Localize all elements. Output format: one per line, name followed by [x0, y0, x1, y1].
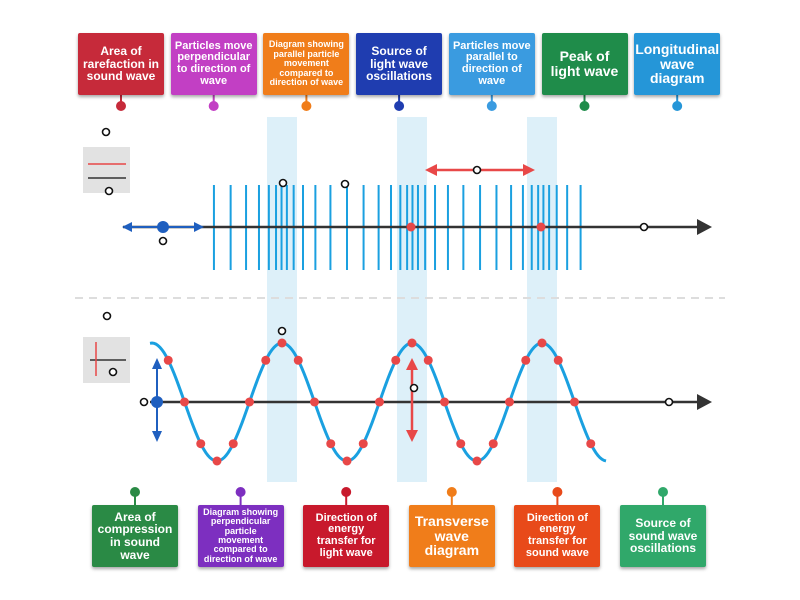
- pin-dot: [301, 101, 312, 111]
- wave-dot: [488, 439, 498, 449]
- wave-dot: [586, 439, 596, 449]
- wave-dot: [180, 397, 189, 407]
- pin-dot: [658, 487, 668, 497]
- label-tile[interactable]: Source of sound wave oscillations: [620, 505, 706, 567]
- wave-dot: [358, 439, 368, 449]
- pin-dot: [579, 101, 590, 111]
- wave-dots: [163, 222, 596, 466]
- wave-dot: [228, 439, 238, 449]
- particle-dot: [536, 222, 546, 232]
- pin-dot: [235, 487, 246, 497]
- wave-dot: [423, 355, 433, 365]
- wave-dot: [537, 338, 547, 348]
- wave-dot: [277, 338, 287, 348]
- label-tile[interactable]: Transverse wave diagram: [408, 505, 495, 567]
- label-tile[interactable]: Diagram showing perpendicular particle m…: [197, 505, 284, 567]
- label-tile[interactable]: Area of rarefaction in sound wave: [78, 33, 164, 95]
- label-tile[interactable]: Direction of energy transfer for sound w…: [514, 505, 601, 567]
- label-tile[interactable]: Source of light wave oscillations: [356, 33, 443, 95]
- legend-box: [83, 147, 130, 193]
- wave-dot: [440, 397, 449, 407]
- pin-dot: [552, 487, 563, 497]
- wave-dot: [553, 355, 563, 365]
- label-tile[interactable]: Direction of energy transfer for light w…: [303, 505, 390, 567]
- wave-dot: [342, 456, 352, 466]
- wave-dot: [245, 397, 254, 407]
- wave-dot: [293, 355, 303, 365]
- wave-dot: [456, 439, 466, 449]
- wave-dot: [375, 397, 384, 407]
- particle-dot: [406, 222, 416, 232]
- label-tile[interactable]: Particles move perpendicular to directio…: [170, 33, 257, 95]
- label-tile[interactable]: Longitudinal wave diagram: [634, 33, 721, 95]
- pin-dot: [672, 101, 683, 111]
- wave-dot: [261, 355, 271, 365]
- label-tile[interactable]: Area of compression in sound wave: [92, 505, 178, 567]
- arrowhead: [697, 394, 712, 410]
- wave-dot: [521, 355, 531, 365]
- wave-dot: [326, 439, 336, 449]
- wave-dot: [407, 338, 417, 348]
- wave-dot: [196, 439, 206, 449]
- wave-dot: [212, 456, 222, 466]
- highlight-bands: [267, 117, 557, 482]
- pin-dot: [116, 101, 126, 111]
- pin-dot: [486, 101, 497, 111]
- pin-dot: [341, 487, 352, 497]
- pins: [116, 95, 683, 505]
- label-tile[interactable]: Particles move parallel to direction of …: [448, 33, 535, 95]
- label-tile[interactable]: Diagram showing parallel particle moveme…: [263, 33, 350, 95]
- wave-dot: [472, 456, 482, 466]
- pin-dot: [446, 487, 457, 497]
- pin-dot: [130, 487, 140, 497]
- drop-points: [101, 127, 674, 407]
- wave-dot: [570, 397, 579, 407]
- arrowhead: [697, 219, 712, 235]
- wave-dot: [310, 397, 319, 407]
- pin-dot: [208, 101, 219, 111]
- wave-dot: [391, 355, 401, 365]
- wave-dot: [505, 397, 514, 407]
- pin-dot: [394, 101, 405, 111]
- label-tile[interactable]: Peak of light wave: [541, 33, 628, 95]
- wave-dot: [163, 355, 173, 365]
- transverse-wave: [149, 341, 607, 463]
